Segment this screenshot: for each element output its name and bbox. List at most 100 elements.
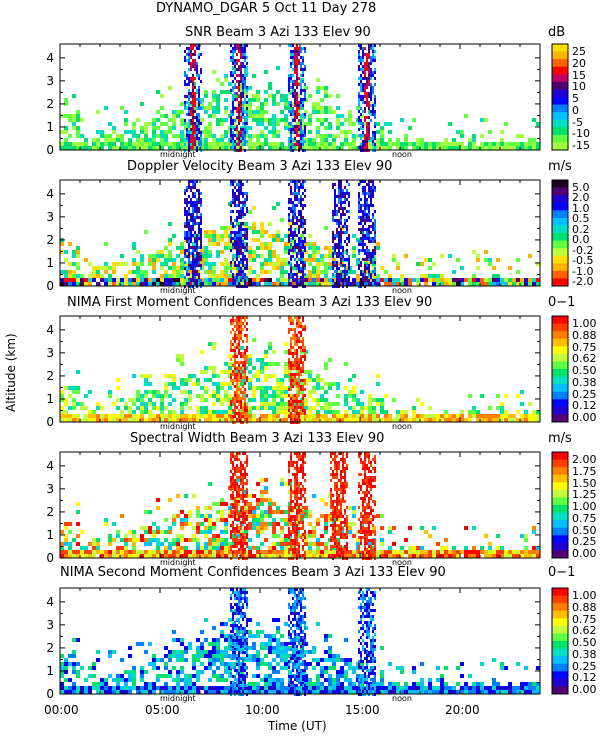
cb-tick-0-0: 25 — [572, 45, 586, 58]
cb-tick-2-6: 0.25 — [572, 387, 597, 401]
y-tick-4-4: 0 — [46, 687, 54, 701]
panel-0 — [59, 43, 569, 152]
cb-tick-2-1: 0.88 — [572, 328, 597, 342]
y-tick-2-4: 0 — [46, 415, 54, 429]
cb-tick-1-1: 2.0 — [572, 191, 590, 205]
column-3-3 — [358, 452, 376, 560]
cb-tick-0-2: 15 — [572, 68, 586, 82]
panel-units-3: m/s — [548, 431, 572, 446]
y-tick-2-0: 4 — [46, 322, 54, 337]
cb-tick-4-4: 0.50 — [572, 636, 597, 649]
cb-tick-2-4: 0.50 — [572, 364, 597, 377]
x-axis-label: Time (UT) — [268, 719, 327, 733]
y-tick-4-3: 1 — [46, 663, 54, 678]
cb-tick-0-7: -10 — [572, 127, 590, 141]
cb-tick-3-8: 0.00 — [572, 547, 597, 560]
column-3-2 — [330, 452, 348, 560]
colorbar-1 — [551, 179, 569, 287]
x-tick-2: 10:00 — [245, 703, 280, 717]
column-2-0 — [230, 316, 248, 424]
column-1-3 — [332, 180, 350, 288]
y-tick-0-3: 1 — [46, 119, 54, 134]
panel-title-1: Doppler Velocity Beam 3 Azi 133 Elev 90 — [127, 159, 393, 174]
panel-title-0: SNR Beam 3 Azi 133 Elev 90 — [185, 25, 371, 40]
cb-tick-2-8: 0.00 — [572, 411, 597, 424]
x-tick-1: 05:00 — [145, 703, 180, 717]
colorbar-0 — [551, 43, 569, 151]
midnight-marker-3: midnight — [160, 558, 196, 567]
cb-tick-0-5: 0 — [572, 103, 579, 117]
panel-units-0: dB — [548, 25, 566, 40]
y-tick-3-2: 2 — [46, 504, 54, 519]
y-tick-2-3: 1 — [46, 391, 54, 406]
noon-marker-1: noon — [392, 286, 412, 295]
cb-tick-1-0: 5.0 — [572, 181, 590, 194]
cb-tick-2-5: 0.38 — [572, 375, 597, 389]
noon-marker-4: noon — [392, 694, 412, 703]
y-tick-3-0: 4 — [46, 458, 54, 473]
cb-tick-3-2: 1.50 — [572, 476, 597, 490]
cb-tick-4-2: 0.75 — [572, 612, 597, 626]
cb-tick-1-9: -2.0 — [572, 275, 594, 288]
cb-tick-3-4: 1.00 — [572, 500, 597, 513]
column-1-1 — [230, 180, 248, 288]
cb-tick-4-0: 1.00 — [572, 589, 597, 602]
panel-units-4: 0−1 — [548, 565, 576, 580]
midnight-marker-4: midnight — [160, 694, 196, 703]
noon-marker-0: noon — [392, 150, 412, 159]
column-4-0 — [230, 588, 248, 696]
colorbar-2 — [551, 315, 569, 423]
x-tick-0: 00:00 — [44, 703, 79, 717]
column-3-0 — [230, 452, 248, 560]
panel-title-4: NIMA Second Moment Confidences Beam 3 Az… — [60, 565, 446, 580]
cb-tick-3-0: 2.00 — [572, 453, 597, 466]
x-tick-3: 15:00 — [345, 703, 380, 717]
midnight-marker-0: midnight — [160, 150, 196, 159]
panel-title-2: NIMA First Moment Confidences Beam 3 Azi… — [67, 295, 433, 310]
y-tick-2-1: 3 — [46, 345, 54, 360]
column-4-1 — [288, 588, 306, 696]
cb-tick-0-1: 20 — [572, 56, 586, 70]
panel-units-2: 0−1 — [548, 295, 576, 310]
cb-tick-4-7: 0.12 — [572, 671, 597, 685]
cb-tick-2-7: 0.12 — [572, 399, 597, 413]
cb-tick-3-5: 0.75 — [572, 511, 597, 525]
column-1-0 — [184, 180, 202, 288]
cb-tick-1-7: -0.5 — [572, 254, 594, 268]
cb-tick-1-5: 0.0 — [572, 233, 590, 247]
y-tick-4-1: 3 — [46, 617, 54, 632]
column-0-1 — [230, 44, 248, 152]
column-0-0 — [184, 44, 202, 152]
y-tick-1-2: 2 — [46, 232, 54, 247]
panel-3 — [59, 451, 569, 560]
cb-tick-0-6: -5 — [572, 115, 583, 129]
cb-tick-4-6: 0.25 — [572, 659, 597, 673]
column-2-1 — [288, 316, 306, 424]
y-tick-1-1: 3 — [46, 209, 54, 224]
panel-2 — [59, 315, 569, 424]
y-tick-0-0: 4 — [46, 50, 54, 65]
column-4-2 — [358, 588, 376, 696]
cb-tick-0-8: -15 — [572, 139, 590, 152]
cb-tick-1-6: -0.2 — [572, 243, 594, 257]
midnight-marker-2: midnight — [160, 422, 196, 431]
cb-tick-0-4: 5 — [572, 92, 579, 105]
y-tick-4-2: 2 — [46, 640, 54, 655]
y-tick-1-4: 0 — [46, 279, 54, 293]
cb-tick-2-2: 0.75 — [572, 340, 597, 354]
y-tick-1-0: 4 — [46, 186, 54, 201]
y-tick-3-4: 0 — [46, 551, 54, 565]
cb-tick-4-3: 0.62 — [572, 624, 597, 638]
cb-tick-3-1: 1.75 — [572, 464, 597, 478]
y-tick-1-3: 1 — [46, 255, 54, 270]
midnight-marker-1: midnight — [160, 286, 196, 295]
cb-tick-3-3: 1.25 — [572, 488, 597, 502]
panel-1 — [59, 179, 569, 288]
y-tick-0-4: 0 — [46, 143, 54, 157]
cb-tick-1-8: -1.0 — [572, 264, 594, 278]
cb-tick-3-7: 0.25 — [572, 535, 597, 549]
cb-tick-1-2: 1.0 — [572, 201, 590, 215]
figure-title: DYNAMO_DGAR 5 Oct 11 Day 278 — [156, 1, 377, 16]
cb-tick-4-1: 0.88 — [572, 600, 597, 614]
